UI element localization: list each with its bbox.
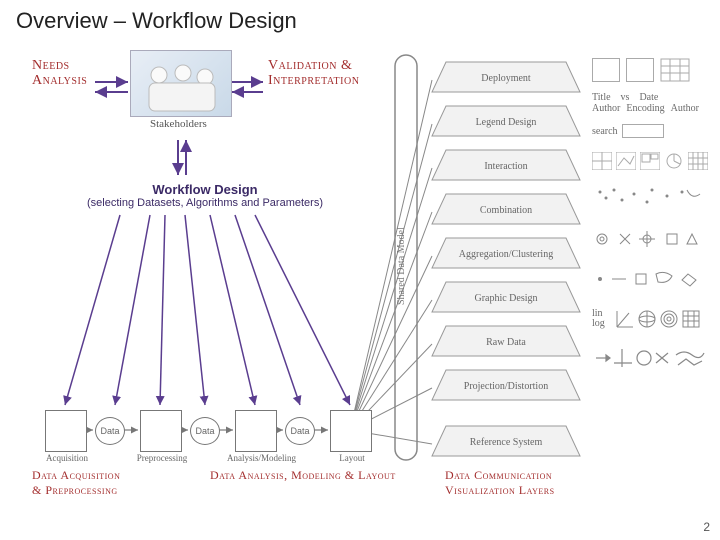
svg-text:Projection/Distortion: Projection/Distortion <box>464 381 548 392</box>
data-circle: Data <box>190 417 220 445</box>
pipeline-box <box>45 410 87 452</box>
svg-text:Combination: Combination <box>480 205 532 216</box>
data-circle: Data <box>95 417 125 445</box>
pipeline-box <box>330 410 372 452</box>
pipeline-box-label: Layout <box>322 453 382 463</box>
sketch-column: Title vs Date Author Encoding Author sea… <box>592 58 712 376</box>
pipeline-box-label: Acquisition <box>37 453 97 463</box>
needs-analysis-label: NeedsAnalysis <box>32 58 87 89</box>
svg-text:Reference System: Reference System <box>470 437 543 448</box>
section-mid: Data Analysis, Modeling & Layout <box>210 468 396 483</box>
section-left: Data Acquisition& Preprocessing <box>32 468 120 498</box>
svg-text:Legend Design: Legend Design <box>476 117 537 128</box>
svg-text:Raw Data: Raw Data <box>486 337 526 348</box>
pipeline-box-label: Preprocessing <box>132 453 192 463</box>
svg-text:Graphic Design: Graphic Design <box>474 293 537 304</box>
workflow-design-title: Workflow Design (selecting Datasets, Alg… <box>55 182 355 209</box>
stakeholder-photo <box>130 50 232 117</box>
svg-text:Deployment: Deployment <box>481 73 531 84</box>
validation-label: Validation &Interpretation <box>268 58 359 89</box>
stakeholders-label: Stakeholders <box>150 118 207 130</box>
data-circle: Data <box>285 417 315 445</box>
pipeline-box-label: Analysis/Modeling <box>227 453 287 463</box>
shared-data-model-label: Shared Data Model <box>396 227 407 305</box>
svg-text:Interaction: Interaction <box>484 161 527 172</box>
section-right: Data CommunicationVisualization Layers <box>445 468 555 498</box>
pipeline-box <box>140 410 182 452</box>
svg-text:Aggregation/Clustering: Aggregation/Clustering <box>459 249 553 260</box>
pipeline-box <box>235 410 277 452</box>
